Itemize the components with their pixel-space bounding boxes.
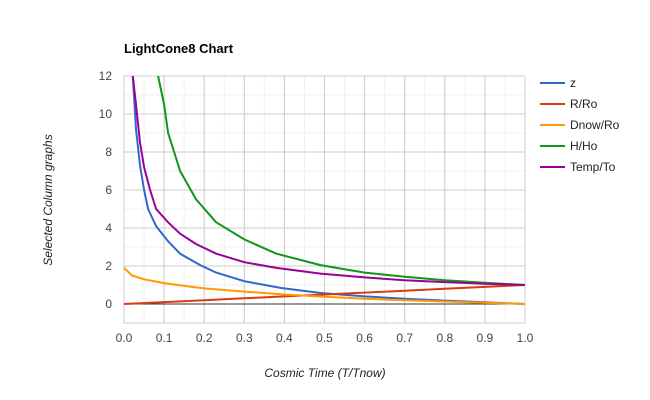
x-tick-label: 0.7: [396, 331, 413, 345]
legend-label-r-ro: R/Ro: [570, 97, 598, 111]
legend-label-z: z: [570, 76, 576, 90]
legend-label-h-ho: H/Ho: [570, 139, 598, 153]
legend: z R/Ro Dnow/Ro H/Ho Temp/To: [540, 76, 620, 174]
x-tick-label: 0.0: [116, 331, 133, 345]
x-tick-label: 0.8: [436, 331, 453, 345]
series-line-dnow-ro: [124, 266, 525, 305]
y-tick-labels: 0 2 4 6 8 10 12: [99, 69, 113, 311]
y-tick-label: 0: [105, 297, 112, 311]
series-line-h-ho: [157, 76, 525, 286]
y-tick-label: 12: [99, 69, 113, 83]
y-tick-label: 4: [105, 221, 112, 235]
x-tick-label: 0.3: [236, 331, 253, 345]
x-tick-label: 0.1: [156, 331, 173, 345]
x-tick-label: 0.4: [276, 331, 293, 345]
series-lines: [124, 76, 525, 305]
x-axis-title: Cosmic Time (T/Tnow): [264, 366, 385, 380]
y-tick-label: 2: [105, 259, 112, 273]
y-tick-label: 10: [99, 107, 113, 121]
x-tick-label: 0.2: [196, 331, 213, 345]
x-tick-label: 0.5: [316, 331, 333, 345]
y-axis-title: Selected Column graphs: [41, 134, 55, 265]
y-tick-label: 6: [105, 183, 112, 197]
legend-label-temp-to: Temp/To: [570, 160, 616, 174]
y-tick-label: 8: [105, 145, 112, 159]
series-line-temp-to: [131, 76, 525, 286]
x-tick-label: 1.0: [517, 331, 534, 345]
x-tick-label: 0.9: [477, 331, 494, 345]
series-line-r-ro: [124, 284, 525, 305]
x-tick-labels: 0.0 0.1 0.2 0.3 0.4 0.5 0.6 0.7 0.8 0.9 1.0: [116, 331, 534, 345]
legend-label-dnow-ro: Dnow/Ro: [570, 118, 620, 132]
series-line-z: [131, 76, 525, 305]
x-tick-label: 0.6: [356, 331, 373, 345]
chart-title: LightCone8 Chart: [124, 41, 234, 56]
